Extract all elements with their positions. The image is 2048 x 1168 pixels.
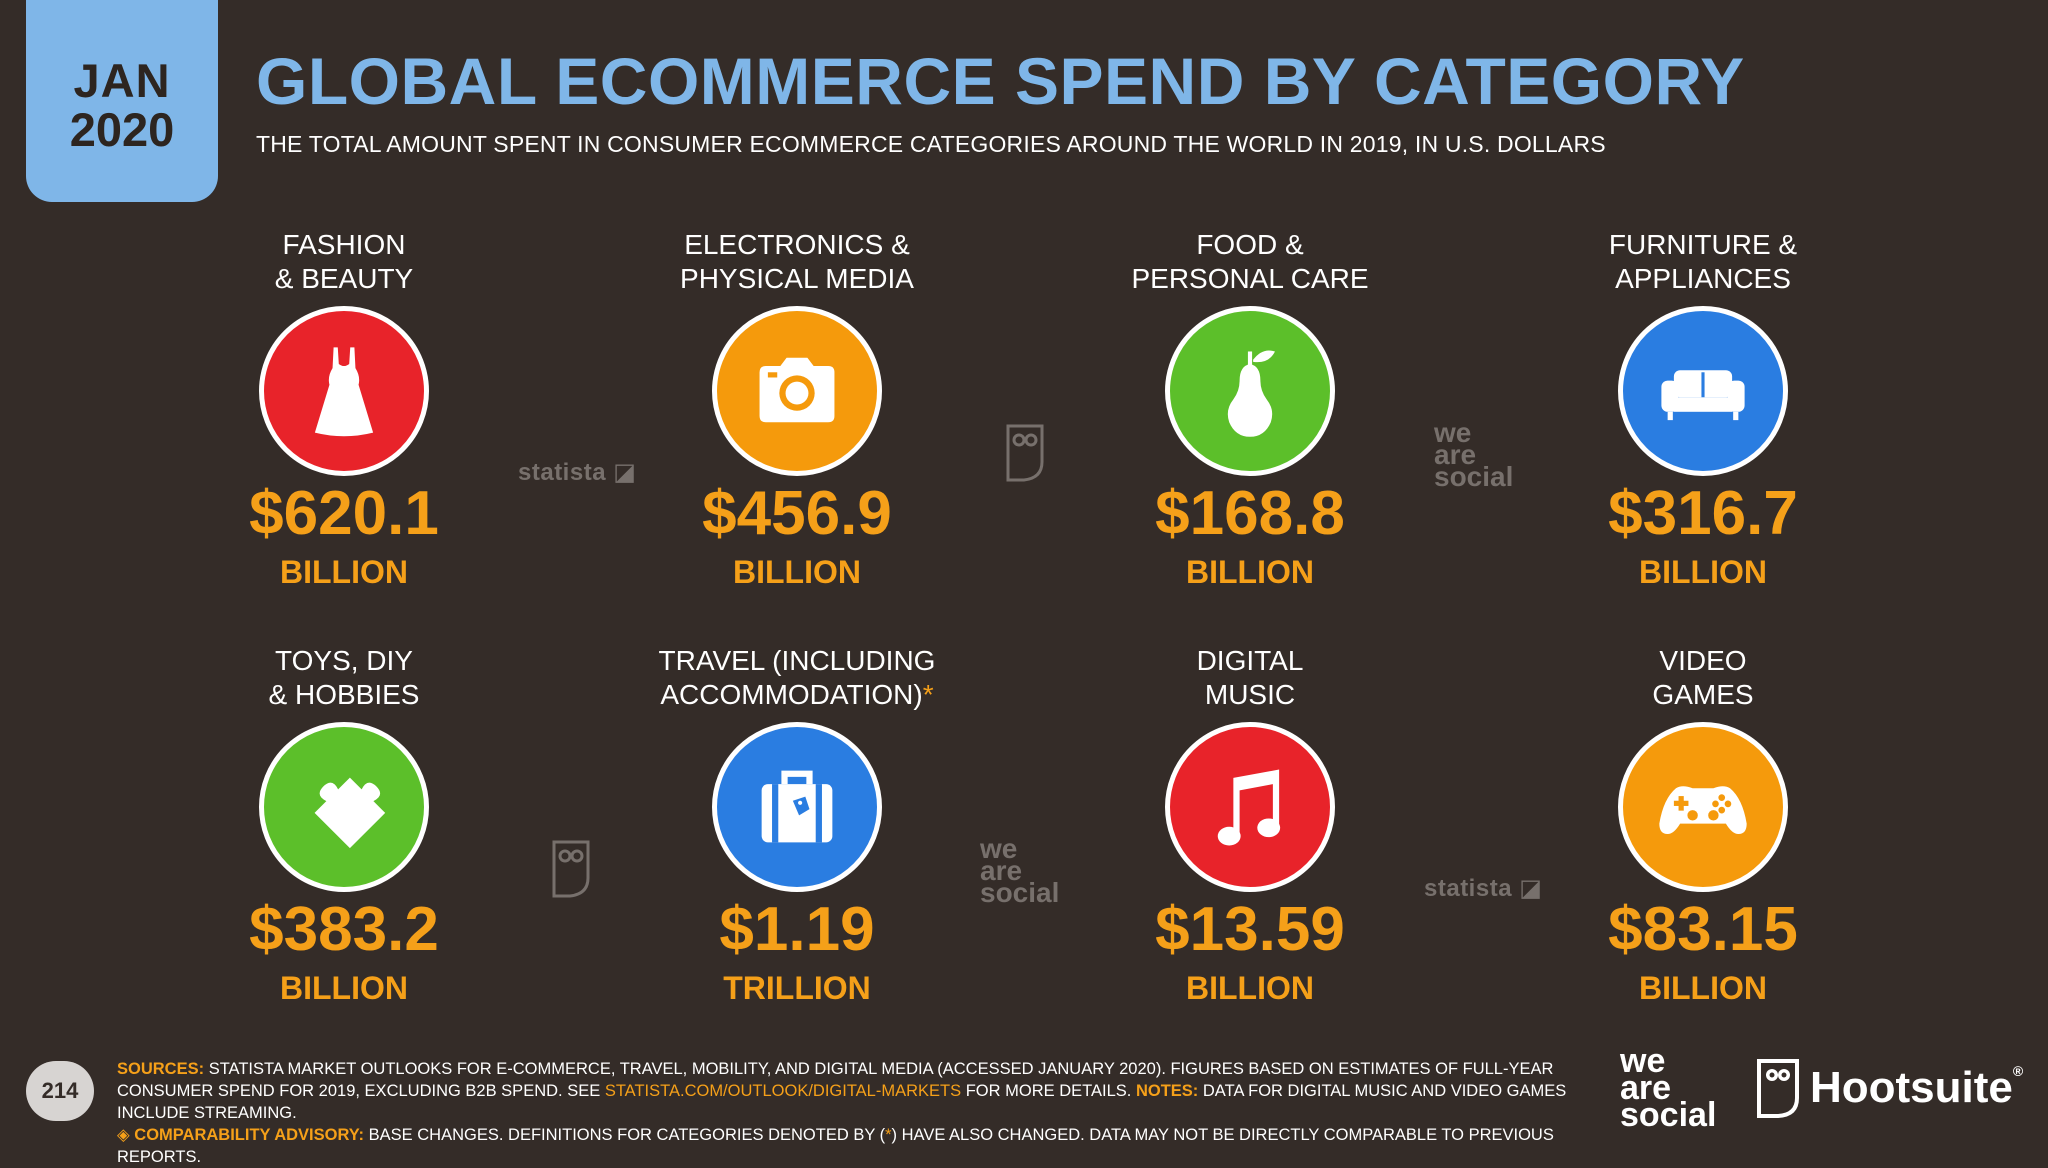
category-label-line-2: ACCOMMODATION): [660, 679, 923, 710]
category-label-line-1: TRAVEL (INCLUDING: [658, 645, 936, 676]
date-badge: JAN 2020: [26, 0, 218, 202]
footer-sources: SOURCES: STATISTA MARKET OUTLOOKS FOR E-…: [117, 1058, 1577, 1168]
category-value: $13.59: [1155, 895, 1345, 964]
category-unit: BILLION: [1639, 554, 1767, 590]
category-unit: BILLION: [1186, 970, 1314, 1006]
category-label-line-1: VIDEO: [1659, 645, 1747, 676]
notes-label: NOTES:: [1135, 1082, 1199, 1100]
category-label: FOOD & PERSONAL CARE: [1050, 228, 1450, 298]
was-line-3: social: [1434, 461, 1514, 492]
was-logo-line-2: are: [1620, 1069, 1672, 1107]
category-label-line-1: FOOD &: [1196, 229, 1304, 260]
was-line-2: are: [980, 855, 1023, 886]
statista-logo-icon: ◪: [1519, 875, 1543, 902]
category-label-line-2: PHYSICAL MEDIA: [680, 263, 914, 294]
was-line-1: we: [1434, 417, 1472, 448]
category-value: $168.8: [1155, 479, 1345, 548]
hootsuite-logo-text: Hootsuite: [1810, 1063, 2013, 1112]
sources-text: STATISTA MARKET OUTLOOKS FOR E-COMMERCE,…: [117, 1060, 1554, 1100]
page-number: 214: [26, 1061, 94, 1121]
owl-logo-icon: [1757, 1059, 1799, 1118]
advisory-text: BASE CHANGES. DEFINITIONS FOR CATEGORIES…: [368, 1126, 886, 1144]
owl-watermark-icon: [1006, 424, 1044, 482]
category-label: FASHION & BEAUTY: [144, 228, 544, 298]
sources-link[interactable]: STATISTA.COM/OUTLOOK/DIGITAL-MARKETS: [604, 1082, 962, 1100]
category-label: TRAVEL (INCLUDING ACCOMMODATION)*: [597, 644, 997, 714]
statista-watermark: statista ◪: [518, 458, 636, 487]
category-value: $383.2: [249, 895, 439, 964]
category-unit: BILLION: [733, 554, 861, 590]
was-line-2: are: [1434, 439, 1477, 470]
was-logo-line-1: we: [1620, 1042, 1666, 1080]
date-year: 2020: [69, 103, 175, 156]
sources-label: SOURCES:: [117, 1060, 205, 1078]
category-value: $620.1: [249, 479, 439, 548]
category-label-line-2: & BEAUTY: [274, 263, 414, 294]
pear-icon: [1165, 306, 1335, 476]
page-title: GLOBAL ECOMMERCE SPEND BY CATEGORY: [256, 44, 1745, 118]
category-value: $83.15: [1608, 895, 1798, 964]
suitcase-icon: [712, 722, 882, 892]
category-label: VIDEO GAMES: [1503, 644, 1903, 714]
category-unit: TRILLION: [723, 970, 871, 1006]
date-month: JAN: [73, 53, 171, 107]
category-label-line-2: MUSIC: [1204, 679, 1296, 710]
category-value: $1.19: [719, 895, 875, 964]
camera-icon: [712, 306, 882, 476]
category-value: $316.7: [1608, 479, 1798, 548]
category-unit: BILLION: [280, 554, 408, 590]
category-label-line-1: FURNITURE &: [1608, 229, 1798, 260]
category-value: $456.9: [702, 479, 892, 548]
category-label: ELECTRONICS & PHYSICAL MEDIA: [597, 228, 997, 298]
category-label-line-2: GAMES: [1652, 679, 1754, 710]
category-label-line-1: DIGITAL: [1196, 645, 1304, 676]
category-label: DIGITAL MUSIC: [1050, 644, 1450, 714]
owl-watermark-icon: [552, 840, 590, 898]
gamepad-icon: [1618, 722, 1788, 892]
advisory-star: *: [922, 679, 934, 710]
registered-mark: ®: [2012, 1063, 2024, 1079]
was-line-1: we: [980, 833, 1018, 864]
category-label-line-1: FASHION: [282, 229, 406, 260]
we-are-social-watermark: we are social: [1434, 417, 1514, 492]
statista-watermark: statista ◪: [1424, 874, 1542, 903]
category-label-line-1: ELECTRONICS &: [684, 229, 910, 260]
category-unit: BILLION: [1186, 554, 1314, 590]
category-label: TOYS, DIY & HOBBIES: [144, 644, 544, 714]
we-are-social-logo: we are social: [1620, 1042, 1717, 1134]
category-label-line-2: APPLIANCES: [1615, 263, 1791, 294]
sources-text-2: FOR MORE DETAILS.: [965, 1082, 1132, 1100]
statista-watermark-text: statista: [518, 459, 607, 486]
category-unit: BILLION: [280, 970, 408, 1006]
advisory-star: *: [885, 1126, 892, 1144]
notes-text: DATA FOR DIGITAL MUSIC AND VIDEO GAMES I…: [117, 1082, 1567, 1122]
puzzle-icon: [259, 722, 429, 892]
category-label-line-1: TOYS, DIY: [275, 645, 413, 676]
hootsuite-logo: Hootsuite®: [1756, 1058, 2023, 1118]
category-unit: BILLION: [1639, 970, 1767, 1006]
page-subtitle: THE TOTAL AMOUNT SPENT IN CONSUMER ECOMM…: [256, 131, 1606, 157]
category-label: FURNITURE & APPLIANCES: [1503, 228, 1903, 298]
dress-icon: [259, 306, 429, 476]
music-note-icon: [1165, 722, 1335, 892]
category-label-line-2: & HOBBIES: [268, 679, 420, 710]
category-label-line-2: PERSONAL CARE: [1131, 263, 1369, 294]
was-logo-line-3: social: [1620, 1096, 1717, 1134]
we-are-social-watermark: we are social: [980, 833, 1060, 908]
sofa-icon: [1618, 306, 1788, 476]
was-line-3: social: [980, 877, 1060, 908]
advisory-label: ◈ COMPARABILITY ADVISORY:: [117, 1126, 365, 1144]
statista-watermark-text: statista: [1424, 875, 1513, 902]
statista-logo-icon: ◪: [613, 459, 637, 486]
